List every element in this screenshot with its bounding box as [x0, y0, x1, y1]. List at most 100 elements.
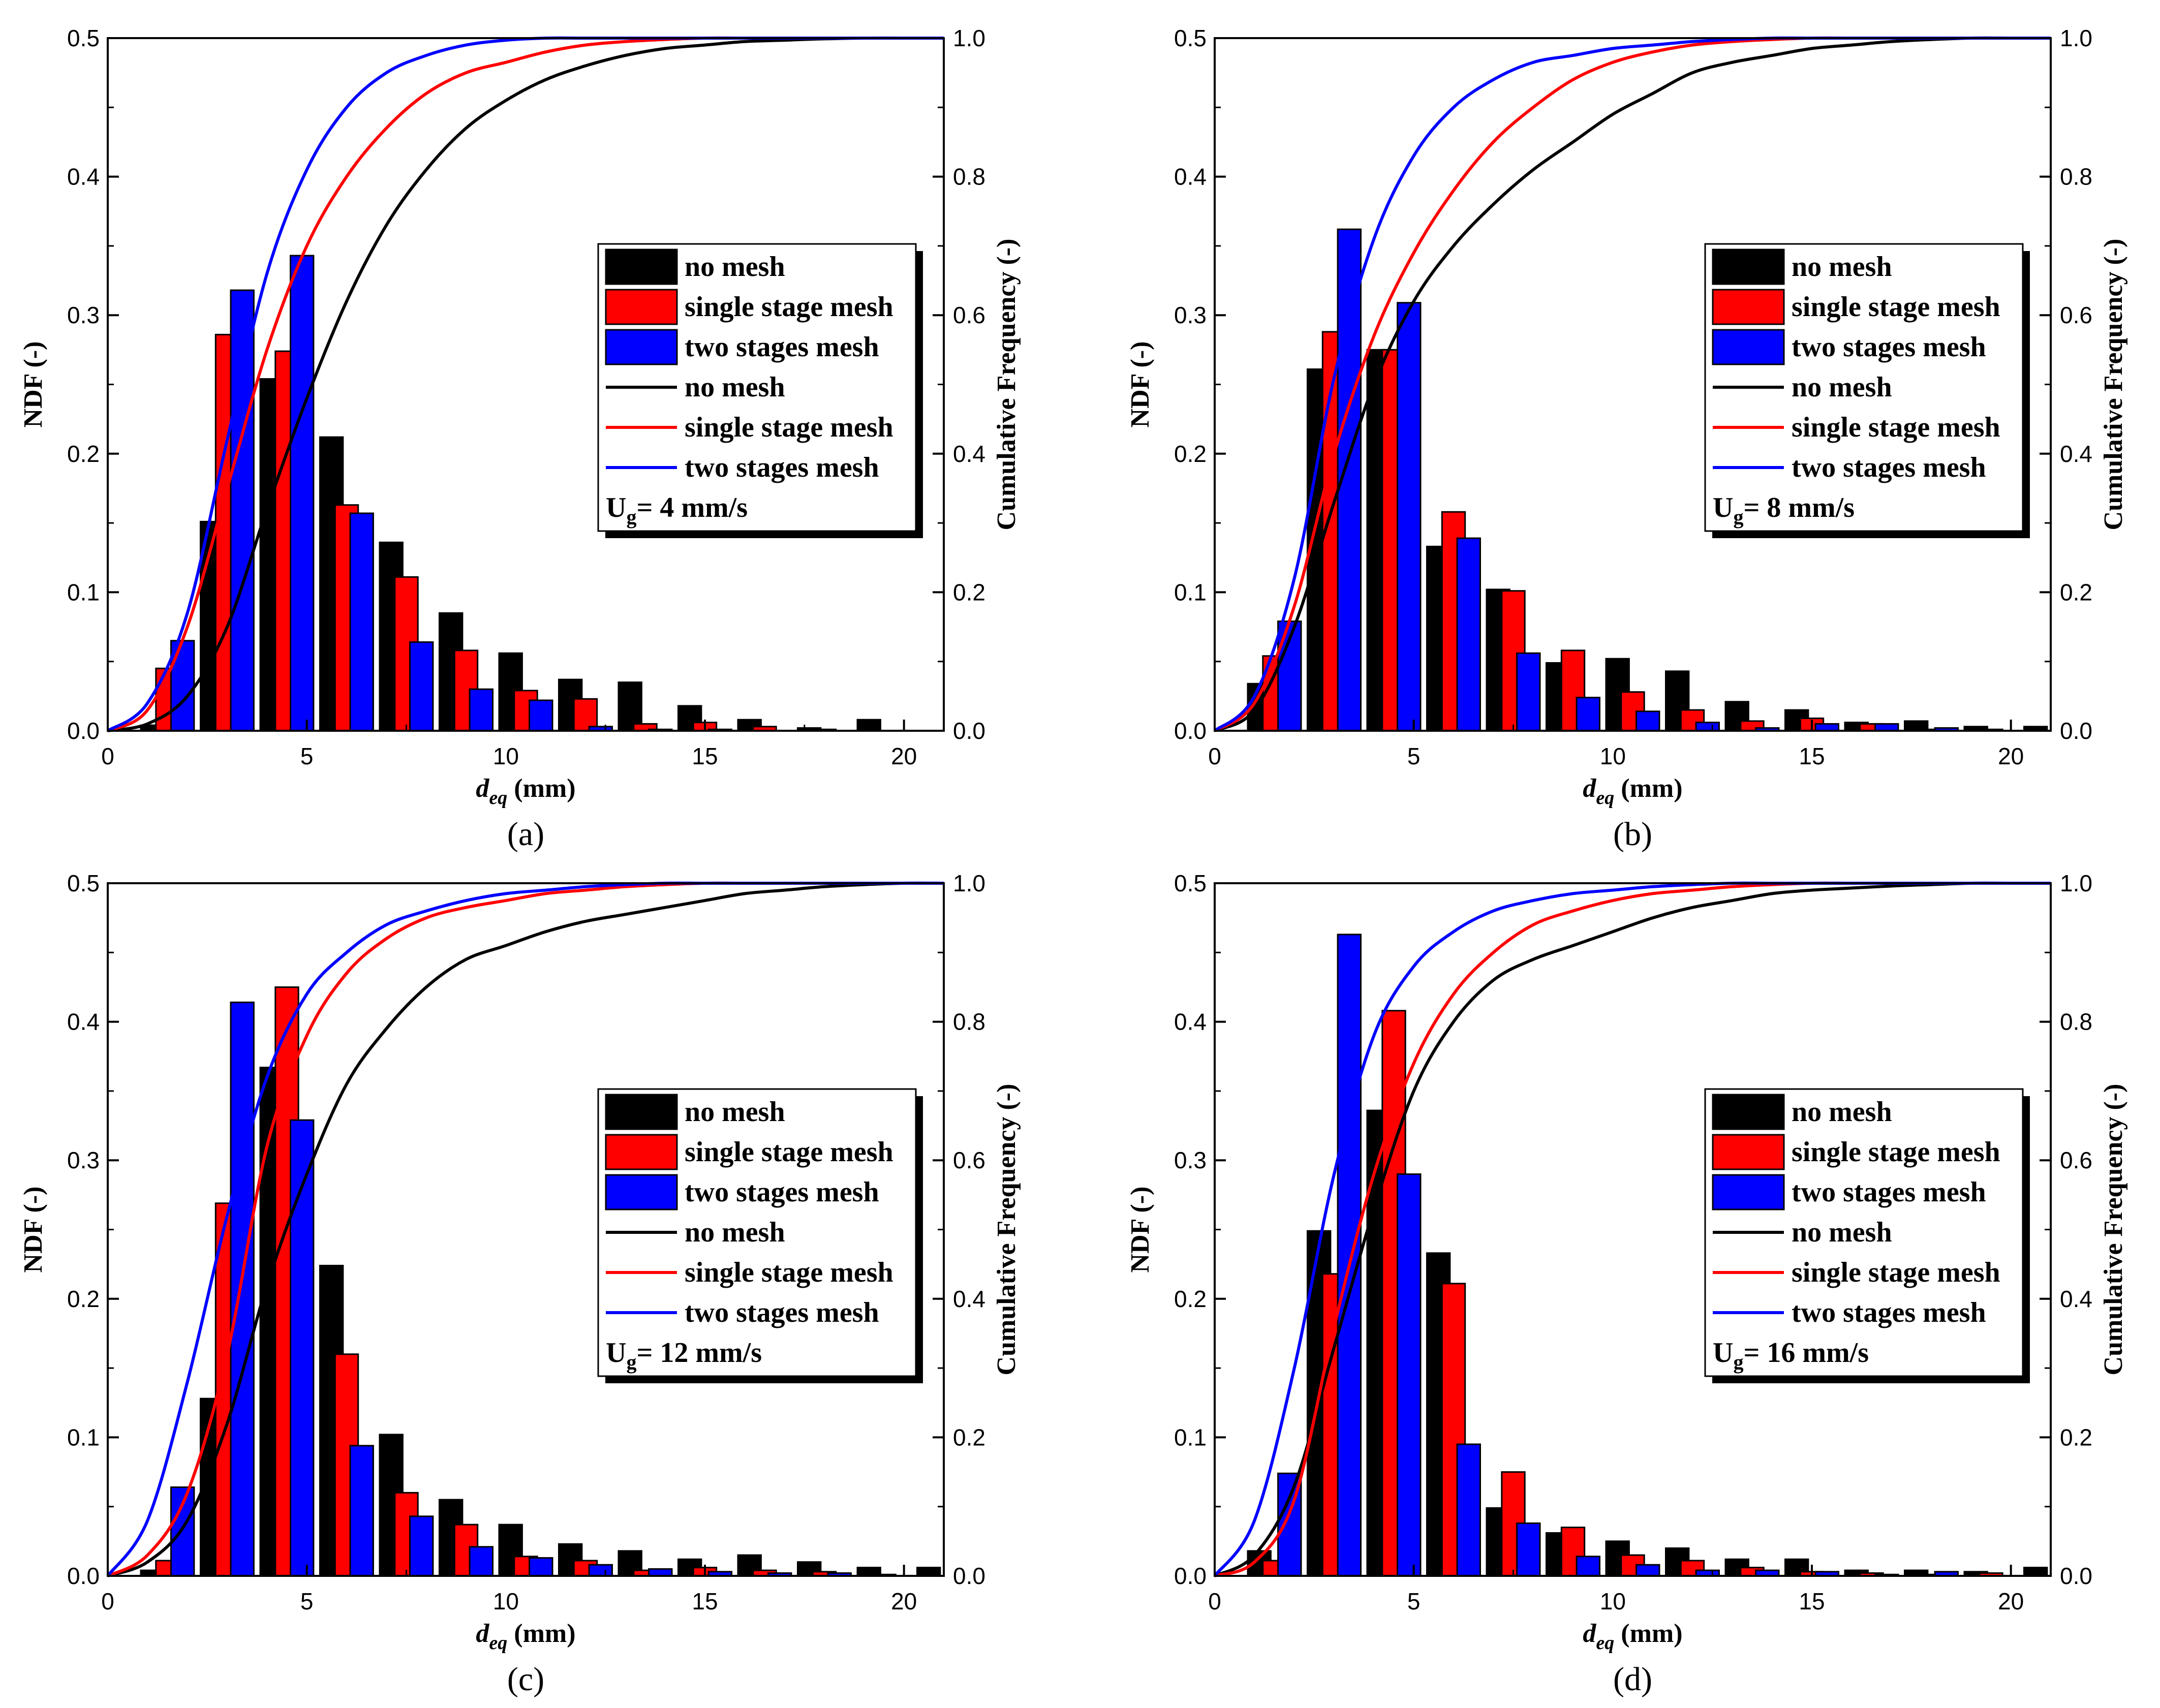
x-axis-title-unit: (mm)	[507, 1619, 575, 1648]
y-right-tick-label: 0.6	[953, 1147, 985, 1173]
y-left-tick-label: 0.5	[1174, 870, 1207, 896]
legend-label: no mesh	[1792, 251, 1892, 283]
x-axis-title-main: d	[476, 774, 489, 803]
y-left-tick-label: 0.4	[1174, 164, 1207, 190]
bar-two-stages-mesh	[230, 1001, 255, 1577]
y-left-tick-label: 0.3	[1174, 302, 1207, 328]
bar-two-stages-mesh	[349, 512, 374, 732]
legend-ug-label: Ug= 16 mm/s	[1713, 1337, 1869, 1374]
legend-label: single stage mesh	[685, 1257, 893, 1288]
y-axis-left-title: NDF (-)	[19, 341, 48, 428]
chart-panel-c: 0 5 10 15 20 0.0 0.1 0.2 0.3 0.4 0.5 0.0 0.2 0.4 0.6 0.…	[19, 870, 1021, 1698]
y-left-tick-label: 0.5	[67, 25, 100, 51]
x-tick-label: 5	[1407, 743, 1421, 769]
y-right-tick-label: 0.8	[953, 164, 985, 190]
y-left-tick-label: 0.3	[1174, 1147, 1207, 1173]
x-axis-title-unit: (mm)	[507, 774, 575, 803]
y-axis-left-title: NDF (-)	[19, 1187, 48, 1273]
bar-single-stage-mesh	[1560, 1527, 1586, 1577]
y-left-tick-label: 0.0	[67, 718, 100, 744]
bar-two-stages-mesh	[588, 1564, 613, 1577]
x-tick-label: 20	[1998, 1588, 2024, 1614]
y-right-tick-label: 1.0	[2060, 25, 2092, 51]
x-tick-label: 0	[101, 1588, 114, 1614]
y-axis-right-title: Cumulative Frequency (-)	[2099, 239, 2128, 531]
bar-single-stage-mesh	[573, 698, 598, 732]
y-left-tick-label: 0.3	[67, 1147, 100, 1173]
legend: no mesh single stage mesh two stages mesh n…	[597, 243, 923, 538]
legend-swatch-bar	[1712, 289, 1785, 325]
ug-prefix: U	[606, 1337, 626, 1369]
y-axis-right-title: Cumulative Frequency (-)	[992, 239, 1021, 531]
x-tick-label: 0	[1208, 743, 1221, 769]
y-right-tick-label: 0.0	[2060, 1563, 2092, 1589]
bar-no-mesh	[856, 719, 881, 732]
bar-two-stages-mesh	[349, 1445, 374, 1577]
x-axis-title-sub: eq	[1596, 1632, 1614, 1654]
y-axis-left-title: NDF (-)	[1126, 1187, 1155, 1273]
bar-two-stages-mesh	[1516, 652, 1541, 732]
y-left-tick-label: 0.1	[67, 579, 100, 605]
y-right-tick-label: 0.4	[2060, 1286, 2092, 1312]
bar-two-stages-mesh	[529, 699, 553, 732]
panel-label: (a)	[507, 816, 544, 853]
x-tick-label: 20	[1998, 743, 2024, 769]
x-axis-title-unit: (mm)	[1614, 774, 1682, 803]
legend-label: two stages mesh	[685, 1297, 879, 1328]
y-right-tick-label: 1.0	[2060, 870, 2092, 896]
legend-label: two stages mesh	[685, 1176, 879, 1208]
x-axis-title: deq (mm)	[476, 1619, 575, 1654]
y-right-tick-label: 1.0	[953, 870, 985, 896]
bar-no-mesh	[618, 681, 642, 732]
bar-two-stages-mesh	[1456, 1443, 1482, 1577]
x-tick-label: 15	[692, 1588, 718, 1614]
bar-two-stages-mesh	[1636, 710, 1660, 732]
legend-ug-label: Ug= 8 mm/s	[1713, 492, 1855, 529]
bar-two-stages-mesh	[290, 255, 315, 732]
y-left-tick-label: 0.4	[67, 164, 100, 190]
y-axis-right-title: Cumulative Frequency (-)	[992, 1084, 1021, 1376]
bar-two-stages-mesh	[409, 1515, 434, 1577]
ug-value: = 8 mm/s	[1743, 492, 1855, 523]
legend-label: two stages mesh	[685, 331, 879, 363]
y-left-tick-label: 0.0	[67, 1563, 100, 1589]
ug-prefix: U	[1713, 492, 1733, 523]
y-left-tick-label: 0.2	[1174, 441, 1207, 467]
ug-sub: g	[1733, 506, 1743, 529]
bar-two-stages-mesh	[648, 1568, 673, 1577]
legend-swatch-bar	[605, 1094, 678, 1130]
y-right-tick-label: 0.6	[2060, 302, 2092, 328]
x-axis-title-unit: (mm)	[1614, 1619, 1682, 1648]
ug-value: = 16 mm/s	[1743, 1337, 1869, 1369]
y-right-tick-label: 0.2	[953, 1424, 985, 1450]
bar-two-stages-mesh	[1814, 723, 1840, 732]
legend-label: two stages mesh	[685, 452, 879, 483]
chart-panel-b: 0 5 10 15 20 0.0 0.1 0.2 0.3 0.4 0.5 0.0 0.2 0.4 0.6 0.…	[1126, 25, 2128, 853]
bar-two-stages-mesh	[1636, 1564, 1660, 1577]
bar-no-mesh	[916, 1567, 941, 1577]
y-right-tick-label: 0.8	[953, 1009, 985, 1035]
bar-two-stages-mesh	[1397, 1173, 1422, 1577]
bar-two-stages-mesh	[230, 289, 255, 732]
legend-label: two stages mesh	[1792, 331, 1986, 363]
x-tick-label: 0	[101, 743, 114, 769]
y-right-tick-label: 0.0	[953, 1563, 985, 1589]
y-right-tick-label: 0.2	[2060, 1424, 2092, 1450]
x-tick-label: 5	[300, 743, 314, 769]
bar-two-stages-mesh	[1695, 722, 1720, 732]
legend-label: single stage mesh	[1792, 291, 2000, 323]
y-right-tick-label: 1.0	[953, 25, 985, 51]
y-left-tick-label: 0.0	[1174, 718, 1207, 744]
bar-two-stages-mesh	[290, 1119, 315, 1577]
bar-two-stages-mesh	[1576, 697, 1601, 732]
y-left-tick-label: 0.3	[67, 302, 100, 328]
x-axis-title-sub: eq	[1596, 787, 1614, 809]
y-left-tick-label: 0.5	[67, 870, 100, 896]
legend-swatch-bar	[605, 1174, 678, 1210]
legend-swatch-bar	[605, 249, 678, 285]
cumulative-line-no-mesh	[107, 881, 944, 1577]
legend-label: two stages mesh	[1792, 452, 1986, 483]
y-right-tick-label: 0.0	[953, 718, 985, 744]
x-tick-label: 15	[692, 743, 718, 769]
x-tick-label: 5	[300, 1588, 314, 1614]
